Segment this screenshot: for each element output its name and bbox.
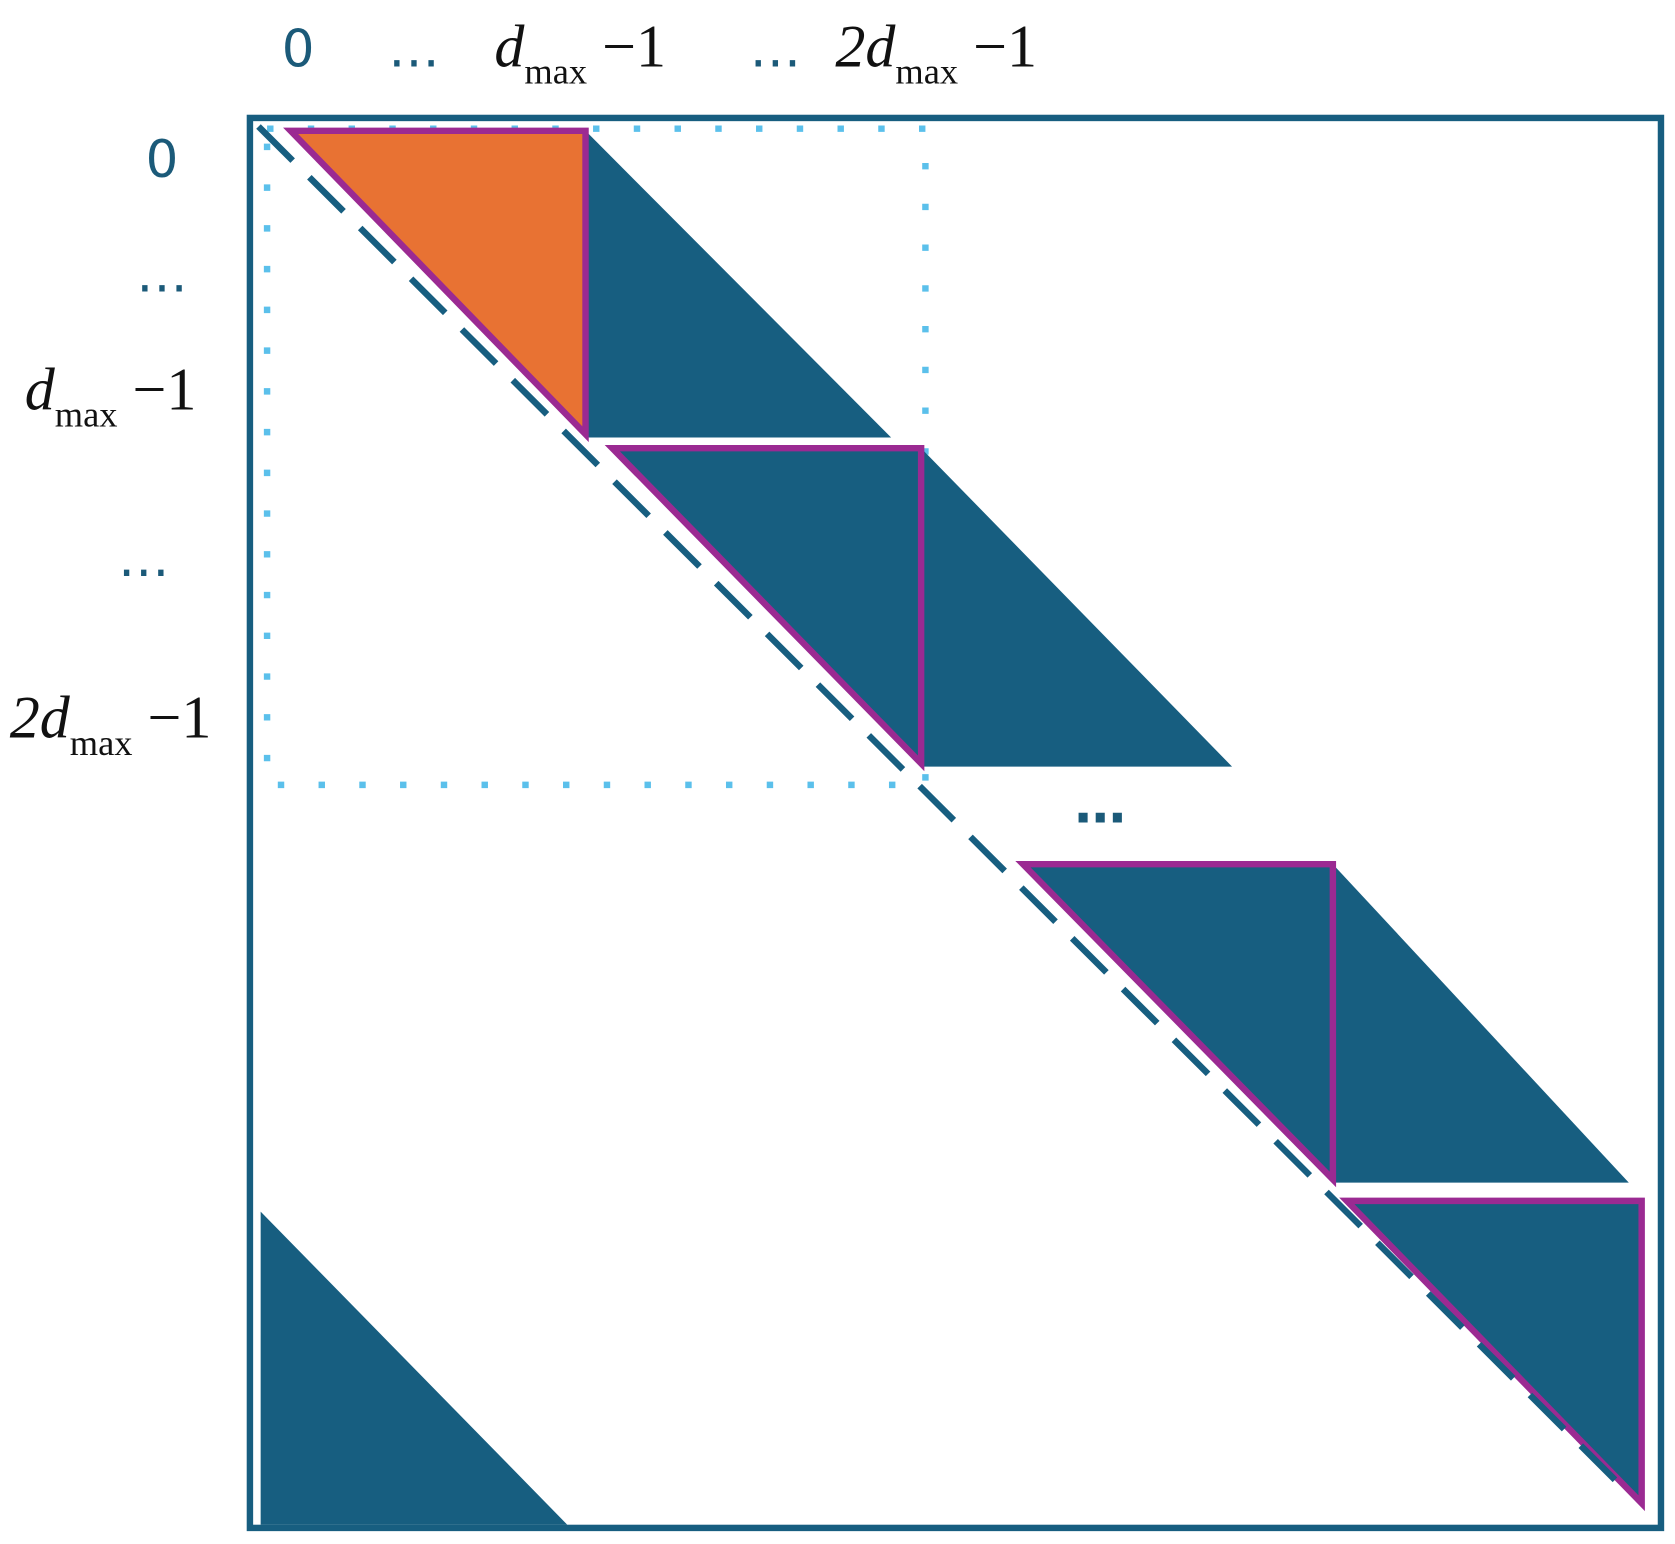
column-label: … [388, 19, 439, 79]
purple-outline [1015, 860, 1337, 1188]
row-label: 0 [146, 130, 179, 190]
label-part: d [494, 12, 525, 79]
row-label: … [118, 529, 169, 589]
corner-triangle [260, 1211, 568, 1525]
purple-outline [283, 127, 589, 443]
band-triangle [921, 448, 1233, 767]
middle-ellipsis: … [1074, 775, 1125, 835]
label-part: −1 [148, 684, 212, 751]
row-label: … [136, 245, 187, 305]
column-label: 0 [282, 19, 315, 79]
purple-outline [604, 444, 925, 772]
band-triangle [585, 130, 892, 438]
column-label: 2dmax −1 [835, 12, 1037, 91]
label-part: max [55, 395, 118, 435]
matrix-frame [246, 114, 1665, 1532]
label-part: max [70, 723, 133, 763]
label-part: −1 [602, 12, 666, 79]
label-part: d [25, 356, 56, 423]
label-part: max [524, 52, 587, 92]
diagonal [256, 124, 1634, 1499]
label-part: max [895, 52, 958, 92]
label-part: 2d [835, 12, 896, 79]
label-part: 2d [10, 684, 71, 751]
row-label: dmax −1 [25, 356, 197, 435]
column-label: dmax −1 [494, 12, 666, 91]
column-label: … [750, 19, 801, 79]
purple-outline [1339, 1197, 1645, 1512]
dotted-block [263, 125, 929, 789]
row-label: 2dmax −1 [10, 684, 212, 763]
band-triangle [1332, 864, 1629, 1183]
label-part: −1 [973, 12, 1037, 79]
label-part: −1 [133, 356, 197, 423]
